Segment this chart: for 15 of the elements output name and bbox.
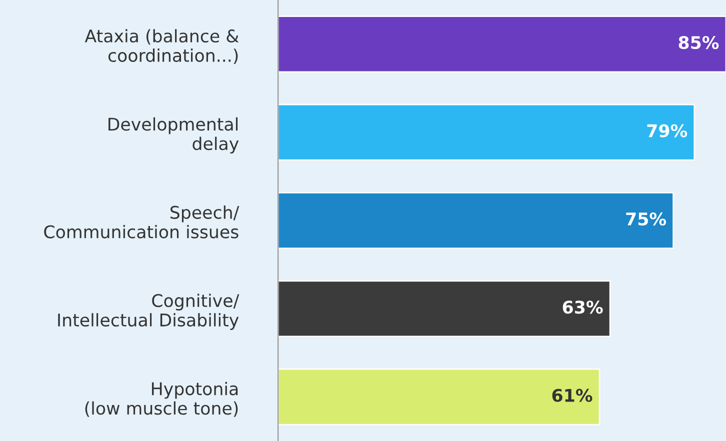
bar xyxy=(278,16,726,73)
data-label: 75% xyxy=(626,212,666,226)
y-tick-label: Speech/ Communication issues xyxy=(44,206,240,238)
bar xyxy=(278,368,600,426)
y-tick-label: Developmental delay xyxy=(108,117,239,154)
y-tick-label: Cognitive/ Intellectual Disability xyxy=(58,294,240,330)
y-tick-label: Ataxia (balance & coordination...) xyxy=(84,29,239,64)
bar xyxy=(278,280,611,338)
data-label: 79% xyxy=(647,124,688,138)
bar xyxy=(278,192,674,249)
bar xyxy=(278,104,696,161)
data-label: 63% xyxy=(562,300,603,314)
data-label: 61% xyxy=(552,388,592,402)
data-label: 85% xyxy=(678,36,719,50)
y-tick-label: Hypotonia (low muscle tone) xyxy=(85,382,238,417)
